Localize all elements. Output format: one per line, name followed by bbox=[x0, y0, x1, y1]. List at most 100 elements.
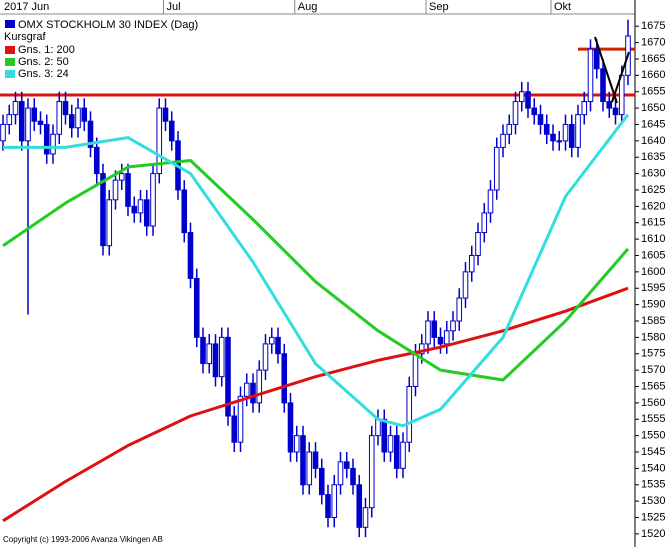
candle-body bbox=[575, 114, 581, 148]
y-tick-label: 1610 bbox=[641, 233, 665, 245]
candle-body bbox=[293, 435, 300, 453]
candle-body bbox=[75, 107, 81, 129]
candle-body bbox=[287, 402, 294, 453]
y-tick-label: 1530 bbox=[641, 495, 665, 507]
y-tick-label: 1635 bbox=[641, 151, 665, 163]
candle-body bbox=[481, 212, 488, 234]
candle-body bbox=[25, 107, 31, 142]
candle-body bbox=[162, 107, 169, 122]
candle-body bbox=[543, 123, 550, 135]
candle-body bbox=[468, 254, 475, 273]
candle-body bbox=[581, 101, 588, 116]
candle-body bbox=[206, 343, 213, 365]
candle-body bbox=[106, 199, 113, 247]
y-tick-label: 1560 bbox=[641, 397, 665, 409]
y-tick-label: 1670 bbox=[641, 36, 665, 48]
candle-body bbox=[368, 435, 375, 509]
candle-body bbox=[493, 146, 500, 191]
legend-label: Gns. 3: 24 bbox=[18, 68, 69, 80]
legend-subtitle: Kursgraf bbox=[4, 31, 47, 43]
candle-body bbox=[131, 205, 138, 214]
y-tick-label: 1555 bbox=[641, 413, 665, 425]
candle-body bbox=[431, 320, 438, 338]
moving-average-line bbox=[2, 159, 630, 382]
candle-body bbox=[143, 199, 150, 227]
candle-body bbox=[68, 114, 75, 129]
y-tick-label: 1535 bbox=[641, 479, 665, 491]
y-tick-label: 1565 bbox=[641, 380, 665, 392]
candle-body bbox=[181, 189, 188, 234]
candle-body bbox=[475, 232, 481, 256]
legend: OMX STOCKHOLM 30 INDEX (Dag) Kursgraf Gn… bbox=[2, 16, 198, 84]
candle-body bbox=[437, 336, 444, 345]
x-tick-label: Okt bbox=[554, 1, 571, 13]
candle-body bbox=[118, 173, 125, 181]
candle-body bbox=[325, 494, 331, 519]
candle-body bbox=[318, 467, 325, 496]
y-tick-label: 1675 bbox=[641, 20, 665, 32]
candle-body bbox=[81, 107, 88, 122]
candle-body bbox=[375, 418, 381, 437]
candle-body bbox=[281, 353, 288, 404]
y-tick-label: 1520 bbox=[641, 528, 665, 540]
y-tick-label: 1645 bbox=[641, 118, 665, 130]
candle-body bbox=[412, 353, 419, 388]
candle-body bbox=[256, 369, 263, 404]
y-tick-label: 1595 bbox=[641, 282, 665, 294]
moving-average-line bbox=[2, 286, 629, 523]
y-tick-label: 1660 bbox=[641, 69, 665, 81]
candle-body bbox=[93, 146, 100, 175]
candle-body bbox=[337, 461, 344, 486]
y-tick-label: 1580 bbox=[641, 331, 665, 343]
trend-line bbox=[611, 51, 630, 103]
candle-body bbox=[587, 48, 594, 103]
candle-body bbox=[156, 107, 163, 175]
candle-body bbox=[193, 277, 200, 338]
moving-average-line bbox=[3, 113, 630, 428]
candle-body bbox=[0, 123, 6, 142]
candle-body bbox=[618, 74, 625, 116]
candle-body bbox=[456, 297, 463, 322]
candle-body bbox=[218, 336, 225, 378]
candle-body bbox=[12, 101, 19, 116]
candle-body bbox=[418, 343, 425, 355]
candle-body bbox=[200, 336, 206, 365]
candle-body bbox=[243, 382, 250, 397]
candle-body bbox=[237, 395, 244, 443]
y-tick-label: 1605 bbox=[641, 249, 665, 261]
legend-swatch bbox=[5, 70, 15, 78]
candle-body bbox=[37, 120, 44, 125]
y-tick-label: 1540 bbox=[641, 462, 665, 474]
y-tick-label: 1525 bbox=[641, 511, 665, 523]
legend-swatch bbox=[5, 46, 15, 54]
candle-body bbox=[356, 484, 363, 528]
candle-body bbox=[331, 484, 338, 519]
candle-body bbox=[306, 451, 313, 486]
y-tick-label: 1570 bbox=[641, 364, 665, 376]
candle-body bbox=[225, 336, 231, 417]
candle-body bbox=[506, 123, 513, 135]
candle-body bbox=[606, 101, 613, 109]
candle-body bbox=[275, 336, 281, 355]
candle-body bbox=[137, 199, 144, 214]
candle-body bbox=[450, 320, 456, 332]
legend-swatch bbox=[5, 20, 15, 28]
candle-body bbox=[100, 173, 106, 247]
legend-box bbox=[2, 16, 190, 84]
y-tick-label: 1600 bbox=[641, 266, 665, 278]
candle-body bbox=[62, 101, 69, 116]
candle-body bbox=[425, 320, 431, 345]
y-tick-label: 1625 bbox=[641, 184, 665, 196]
candle-body bbox=[231, 415, 238, 443]
candle-body bbox=[250, 382, 256, 404]
candle-body bbox=[381, 418, 388, 453]
candle-body bbox=[6, 114, 13, 125]
candle-body bbox=[350, 467, 356, 486]
candle-body bbox=[56, 101, 63, 135]
copyright: Copyright (c) 1993-2006 Avanza Vikingen … bbox=[3, 535, 163, 544]
candle-body bbox=[362, 507, 369, 528]
candle-body bbox=[487, 189, 494, 214]
candle-body bbox=[18, 101, 25, 142]
candle-body bbox=[125, 173, 131, 207]
